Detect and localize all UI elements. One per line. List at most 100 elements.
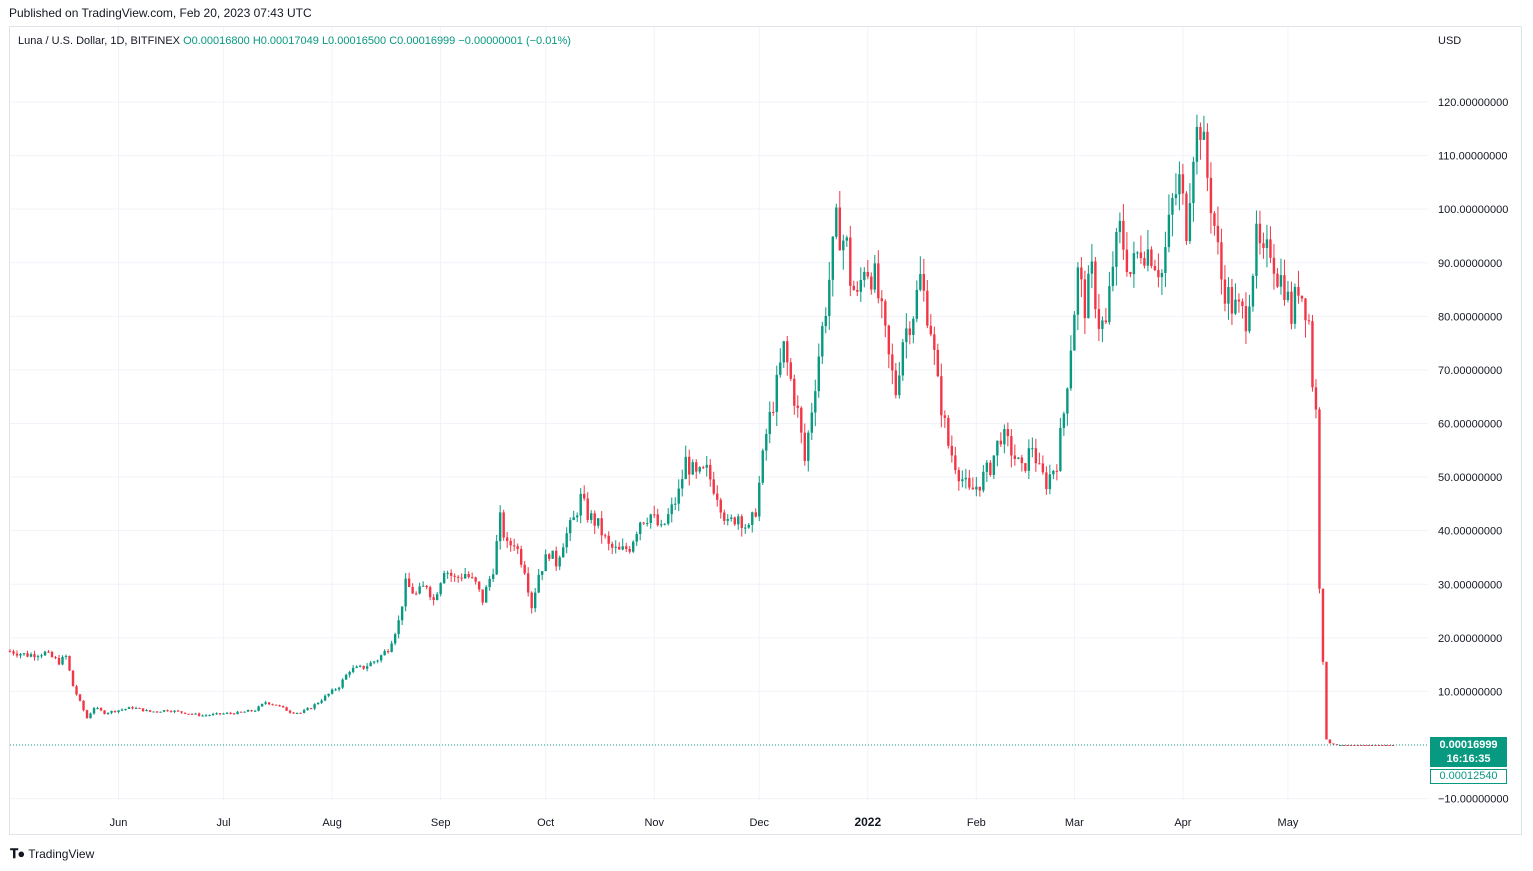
candle-up [807,432,810,461]
candle-down [197,713,201,716]
candle-up [540,571,544,575]
candle-up [306,708,309,711]
candle-up [22,653,26,655]
candle-up [397,620,400,635]
candle-up [1164,247,1167,273]
time-tick-label: Sep [431,817,451,829]
candle-down [481,589,484,603]
candle-up [1062,413,1066,428]
candle-down [519,549,523,565]
candle-down [456,576,460,578]
candle-up [1339,744,1342,746]
candle-up [1160,272,1164,278]
candle-down [183,712,187,714]
candle-up [19,654,22,656]
candle-up [421,585,425,587]
candle-down [926,290,929,326]
chart-frame[interactable] [9,26,1522,835]
candle-up [162,710,166,712]
candle-up [330,689,334,694]
candle-down [999,440,1003,445]
candle-down [362,665,365,669]
candle-down [141,708,145,712]
candle-up [1202,131,1206,140]
candle-up [379,655,383,661]
tradingview-logo[interactable]: 𝐓● TradingView [10,846,94,862]
candle-down [166,710,169,712]
candle-up [765,433,768,451]
candle-down [190,713,194,715]
candle-up [383,651,386,656]
time-tick-label: Apr [1174,817,1191,829]
candle-down [218,713,222,715]
candle-down [1199,126,1202,140]
candle-up [442,573,446,584]
candle-up [1146,249,1150,266]
candle-up [264,702,267,704]
candle-up [204,715,208,717]
candle-up [211,713,215,716]
candle-down [1083,279,1087,319]
candle-down [852,285,855,290]
candle-down [642,522,645,524]
candle-down [75,686,78,695]
candle-down [772,411,775,413]
candle-up [779,362,782,375]
candle-down [530,592,533,609]
candle-up [915,289,919,319]
candle-up [1255,223,1258,276]
last-price-value: 0.00016999 [1439,739,1498,751]
price-tick-label: 80.00000000 [1438,311,1502,323]
candle-up [730,517,733,519]
candle-down [1125,249,1129,272]
candle-up [975,486,978,490]
candle-up [106,712,110,714]
candle-up [558,557,561,567]
candle-down [1020,457,1024,464]
candle-up [194,713,197,715]
candle-down [509,540,512,546]
candle-down [1269,239,1272,258]
candle-up [92,708,96,714]
candle-down [414,593,418,595]
candle-up [670,504,673,515]
currency-label[interactable]: USD [1438,35,1462,47]
candle-down [719,499,722,513]
candle-up [243,711,246,713]
open-value: O0.00016800 [183,35,250,47]
candle-up [215,713,218,715]
candle-down [1024,463,1027,471]
candle-down [281,705,285,708]
candle-up [768,411,771,434]
candle-down [57,657,61,665]
candle-down [1388,744,1391,746]
candle-down [554,550,558,567]
candle-down [50,651,54,658]
candle-up [400,606,404,621]
candle-down [978,486,982,491]
candle-up [323,695,327,701]
published-caption: Published on TradingView.com, Feb 20, 20… [9,6,312,20]
candle-down [789,362,792,379]
candle-up [568,520,572,534]
candle-down [1055,470,1059,472]
candle-down [989,462,992,475]
candle-up [257,706,260,711]
time-tick-label: Mar [1065,817,1084,829]
candle-down [1097,309,1101,329]
candle-down [432,597,435,600]
candle-down [449,572,453,576]
candle-down [1321,588,1325,662]
candle-up [817,356,820,392]
candle-up [898,375,901,396]
candle-down [229,712,232,714]
candle-up [1279,275,1283,287]
candle-down [1325,661,1328,740]
candle-down [47,651,50,653]
candle-up [614,546,617,548]
candle-down [26,653,29,657]
candle-down [1010,436,1013,456]
candle-down [1080,267,1083,280]
candle-up [579,493,582,516]
